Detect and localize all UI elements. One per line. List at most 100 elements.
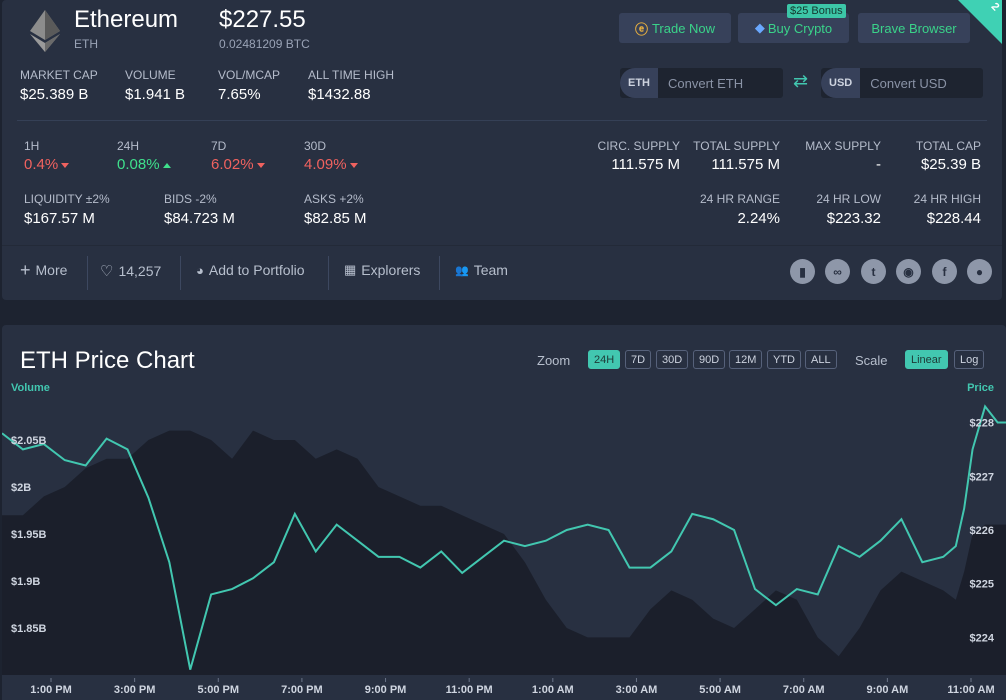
market-cap-label: MARKET CAP	[20, 68, 98, 82]
circ-supply-label: CIRC. SUPPLY	[597, 139, 680, 153]
plus-icon: +	[20, 260, 31, 280]
volume-value: $1.941 B	[125, 86, 186, 103]
x-tick-label: 9:00 AM	[866, 684, 908, 696]
zoom-24h-button[interactable]: 24H	[588, 350, 621, 369]
divider	[439, 256, 440, 290]
liquidity-value: $167.57 M	[24, 210, 95, 227]
explorers-button[interactable]: ▦ Explorers	[344, 262, 420, 278]
volume-tick-label: $1.85B	[11, 623, 47, 635]
price-volume-chart[interactable]: $2.05B $2B $1.95B $1.9B $1.85B $228 $227 $226 $2…	[2, 325, 1006, 700]
high-24h-label: 24 HR HIGH	[913, 192, 981, 206]
ethereum-logo-icon	[30, 10, 60, 52]
buy-crypto-icon: ◆	[754, 20, 765, 35]
range-24h-label: 24 HR RANGE	[699, 192, 780, 206]
change-30d-text: 4.09%	[304, 156, 347, 173]
like-button[interactable]: ♡ 14,257	[100, 262, 161, 280]
zoom-all-button[interactable]: ALL	[805, 350, 837, 369]
volume-area	[2, 430, 1006, 675]
price-line	[2, 404, 1006, 670]
zoom-7d-button[interactable]: 7D	[625, 350, 652, 369]
zoom-30d-button[interactable]: 30D	[656, 350, 689, 369]
bonus-badge: $25 Bonus	[787, 4, 846, 18]
twitter-icon[interactable]: t	[861, 259, 886, 284]
up-arrow-icon	[162, 162, 171, 168]
x-tick-label: 3:00 AM	[616, 684, 658, 696]
change-24h-label: 24H	[117, 139, 140, 153]
scale-linear-button[interactable]: Linear	[905, 350, 948, 369]
max-supply-value: -	[876, 156, 881, 173]
coin-symbol: ETH	[74, 37, 98, 51]
range-24h-value: 2.24%	[737, 210, 780, 227]
trade-now-button[interactable]: ⓔ Trade Now	[619, 13, 731, 43]
price-tick-label: $227	[970, 471, 994, 483]
zoom-90d-button[interactable]: 90D	[693, 350, 726, 369]
brave-browser-button[interactable]: Brave Browser	[858, 13, 970, 43]
swap-arrows-icon[interactable]: ⇄	[793, 71, 809, 91]
change-30d-value: 4.09%	[304, 156, 358, 173]
zoom-ytd-button[interactable]: YTD	[767, 350, 801, 369]
price-tick-label: $224	[970, 632, 995, 644]
add-to-portfolio-button[interactable]: ◕ Add to Portfolio	[196, 262, 305, 278]
down-arrow-icon	[61, 162, 70, 168]
link-icon[interactable]: ∞	[825, 259, 850, 284]
down-arrow-icon	[256, 162, 265, 168]
add-to-portfolio-label: Add to Portfolio	[208, 262, 305, 278]
market-cap-value: $25.389 B	[20, 86, 89, 103]
more-button[interactable]: + More	[20, 260, 67, 280]
divider	[328, 256, 329, 290]
bids-value: $84.723 M	[164, 210, 235, 227]
x-tick-label: 7:00 PM	[281, 684, 323, 696]
eth-converter-tag: ETH	[620, 68, 658, 98]
buy-crypto-button[interactable]: ◆ Buy Crypto	[738, 13, 849, 43]
coin-price: $227.55	[219, 6, 306, 33]
team-label: Team	[473, 262, 508, 278]
scale-label: Scale	[855, 353, 888, 368]
x-tick-label: 1:00 PM	[30, 684, 72, 696]
price-tick-label: $228	[970, 418, 994, 430]
divider	[180, 256, 181, 290]
book-icon[interactable]: ▮	[790, 259, 815, 284]
change-7d-value: 6.02%	[211, 156, 265, 173]
team-button[interactable]: 👥 Team	[455, 262, 508, 278]
price-tick-label: $225	[970, 579, 994, 591]
convert-usd-input[interactable]	[860, 74, 983, 92]
change-24h-value: 0.08%	[117, 156, 171, 173]
reddit-icon[interactable]: ◉	[896, 259, 921, 284]
x-tick-label: 5:00 AM	[699, 684, 741, 696]
usd-converter: USD	[821, 68, 983, 98]
vol-mcap-label: VOL/MCAP	[218, 68, 281, 82]
low-24h-value: $223.32	[826, 210, 881, 227]
chart-title: ETH Price Chart	[20, 347, 195, 374]
total-supply-label: TOTAL SUPPLY	[693, 139, 780, 153]
change-7d-label: 7D	[211, 139, 227, 153]
low-24h-label: 24 HR LOW	[816, 192, 881, 206]
x-tick-label: 5:00 PM	[197, 684, 239, 696]
convert-eth-input[interactable]	[658, 74, 780, 92]
volume-label: VOLUME	[125, 68, 176, 82]
price-axis-title: Price	[967, 382, 994, 394]
change-24h-text: 0.08%	[117, 156, 160, 173]
ath-value: $1432.88	[308, 86, 371, 103]
scale-log-button[interactable]: Log	[954, 350, 985, 369]
zoom-12m-button[interactable]: 12M	[729, 350, 763, 369]
change-30d-label: 30D	[304, 139, 327, 153]
change-7d-text: 6.02%	[211, 156, 254, 173]
change-1h-label: 1H	[24, 139, 40, 153]
facebook-icon[interactable]: f	[932, 259, 957, 284]
usd-converter-tag: USD	[821, 68, 861, 98]
volume-axis-title: Volume	[11, 382, 50, 394]
trade-icon: ⓔ	[634, 21, 648, 37]
github-icon[interactable]: ●	[967, 259, 992, 284]
asks-label: ASKS +2%	[304, 192, 364, 206]
divider	[17, 120, 987, 121]
total-cap-label: TOTAL CAP	[915, 139, 981, 153]
bids-label: BIDS -2%	[164, 192, 217, 206]
change-1h-value: 0.4%	[24, 156, 70, 173]
price-tick-label: $226	[970, 525, 994, 537]
volume-tick-label: $2B	[11, 482, 31, 494]
max-supply-label: MAX SUPPLY	[805, 139, 881, 153]
x-tick-label: 11:00 AM	[947, 684, 994, 696]
divider	[87, 256, 88, 290]
corner-ribbon[interactable]	[958, 0, 1002, 44]
x-tick-label: 9:00 PM	[365, 684, 407, 696]
